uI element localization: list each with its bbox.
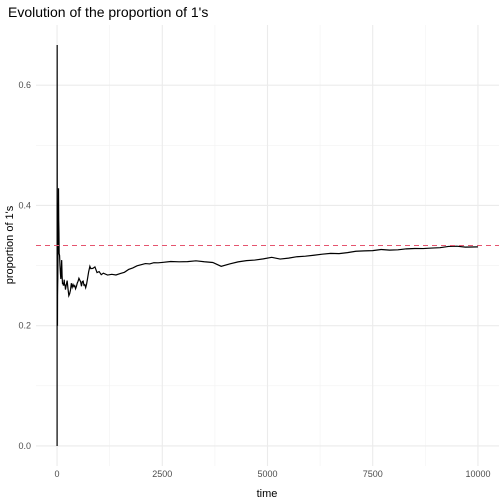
x-tick-label: 5000 (257, 469, 277, 479)
x-tick-label: 2500 (152, 469, 172, 479)
y-tick-label: 0.0 (18, 441, 31, 451)
y-axis-ticks: 0.0 0.2 0.4 0.6 (18, 80, 31, 451)
x-axis-ticks: 0 2500 5000 7500 10000 (55, 469, 491, 479)
y-tick-label: 0.2 (18, 321, 31, 331)
x-tick-label: 7500 (363, 469, 383, 479)
y-tick-label: 0.6 (18, 80, 31, 90)
series-line (56, 45, 478, 446)
x-axis-label: time (257, 488, 278, 500)
chart-title: Evolution of the proportion of 1's (8, 4, 208, 20)
y-axis-label: proportion of 1's (4, 205, 16, 284)
y-tick-label: 0.4 (18, 200, 31, 210)
x-tick-label: 10000 (465, 469, 490, 479)
x-tick-label: 0 (55, 469, 60, 479)
